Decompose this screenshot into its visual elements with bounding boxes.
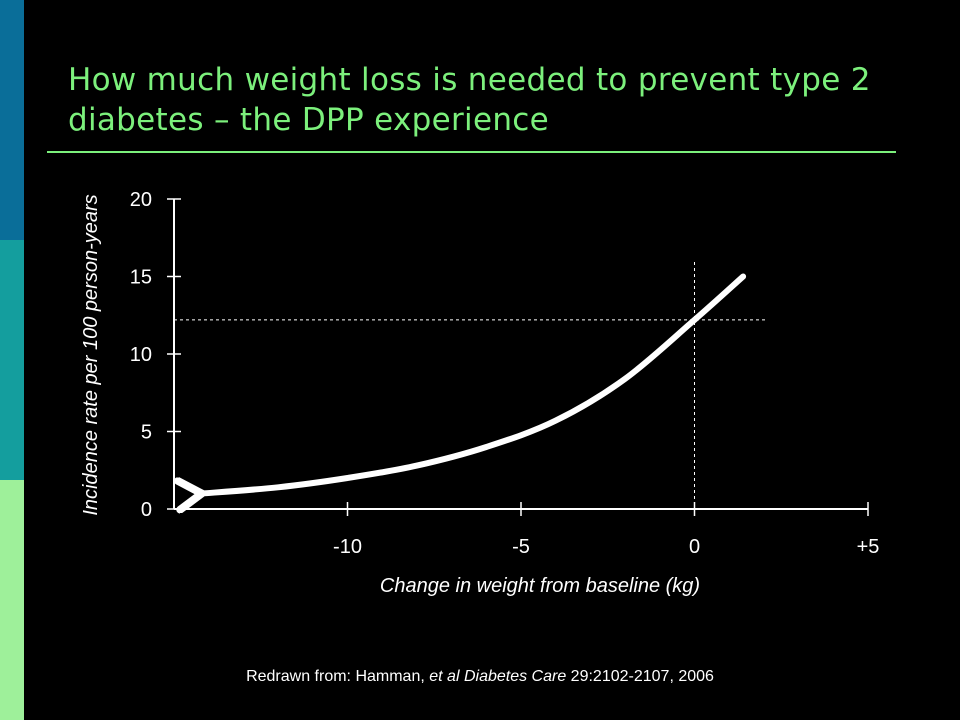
y-tick-label: 15: [130, 267, 152, 289]
y-tick-label: 0: [141, 499, 152, 521]
accent-bar-blue: [0, 0, 24, 240]
y-axis-label: Incidence rate per 100 person-years: [80, 194, 102, 515]
citation: Redrawn from: Hamman, et al Diabetes Car…: [0, 668, 960, 686]
slide-title: How much weight loss is needed to preven…: [68, 62, 871, 138]
title-divider: [47, 151, 896, 153]
x-axis-label: Change in weight from baseline (kg): [380, 575, 700, 597]
y-tick-label: 5: [141, 422, 152, 444]
x-tick-label: -5: [512, 536, 530, 558]
citation-journal: Diabetes Care: [463, 668, 567, 685]
citation-prefix: Redrawn from: Hamman,: [246, 668, 430, 685]
citation-et-al: et al: [429, 668, 460, 685]
accent-bar-teal: [0, 240, 24, 480]
x-tick-label: +5: [857, 536, 880, 558]
y-tick-label: 10: [130, 344, 152, 366]
x-tick-label: 0: [689, 536, 700, 558]
series-line-0: [202, 273, 747, 494]
accent-bar-green: [0, 480, 24, 720]
x-tick-label: -10: [333, 536, 362, 558]
citation-suffix: 29:2102-2107, 2006: [566, 668, 714, 685]
y-tick-label: 20: [130, 189, 152, 211]
